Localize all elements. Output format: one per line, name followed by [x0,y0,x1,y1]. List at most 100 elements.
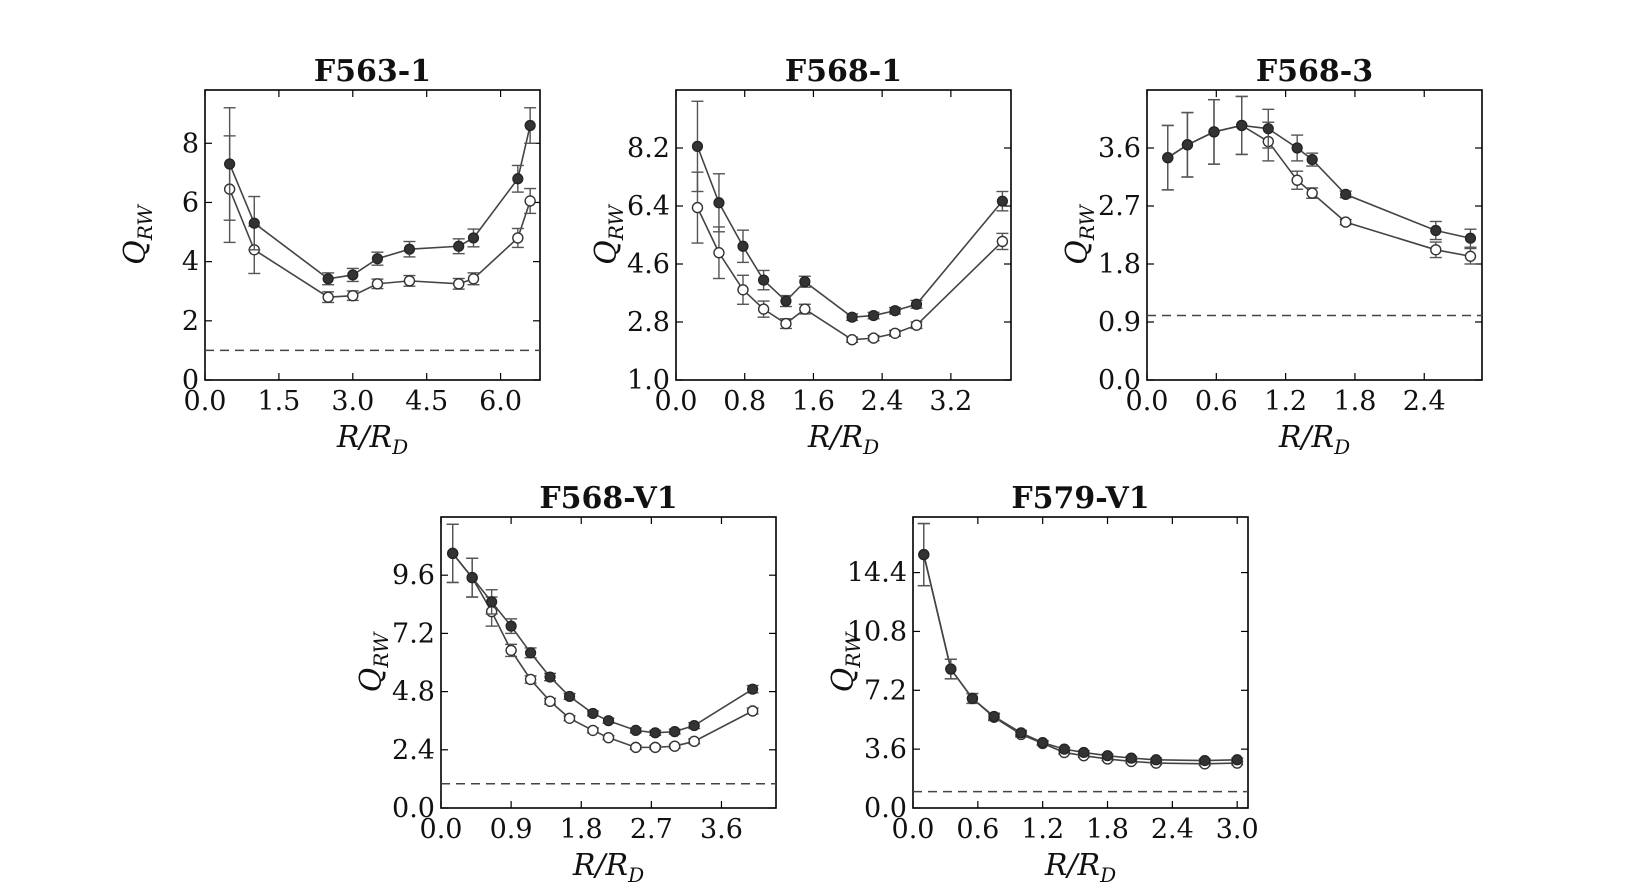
data-point [524,195,536,207]
series-open [1161,95,1477,265]
x-tick-label: 0.0 [655,386,698,417]
data-point [747,683,759,695]
data-point [1162,152,1174,164]
x-tick-label: 2.4 [1151,814,1194,845]
data-point [587,724,599,737]
panel-f568-1: F568-1 0.0 0.8 1.6 2.4 3.2 1.0 2.8 4.6 6.4 8.2 R/RD… [589,54,1012,459]
data-point [988,710,1000,723]
data-point [1464,232,1477,244]
data-point [945,663,957,675]
y-tick-label: 6.4 [627,191,670,222]
x-tick-label: 3.6 [700,814,743,845]
y-tick-label: 7.2 [392,618,435,649]
x-axis-label: R/RD [807,420,879,459]
data-point [1058,743,1070,755]
data-point [713,247,725,259]
y-tick-label: 9.6 [392,560,435,591]
data-point [1037,737,1049,749]
y-tick-label: 2.7 [1098,191,1141,222]
y-tick-label: 0.0 [1098,365,1141,396]
x-tick-label: 2.4 [861,386,904,417]
data-point [1125,752,1137,764]
data-point [1199,754,1211,767]
plot-frame [1146,89,1483,381]
x-tick-label: 1.8 [1086,814,1129,845]
data-point [467,273,480,285]
data-point [1340,188,1352,200]
x-tick-label: 0.0 [420,814,463,845]
data-point [563,712,576,724]
data-point [688,719,700,732]
series-line [228,125,531,280]
data-point [910,298,923,310]
y-tick-label: 4 [182,247,199,278]
series-filled [223,107,537,286]
data-point [347,289,359,302]
data-point [524,673,537,686]
series-filled [917,522,1244,767]
y-axis-label: QRW [826,631,865,692]
data-point [918,549,930,561]
data-point [1339,216,1352,228]
data-point [248,217,260,229]
panel-title: F579-V1 [1011,481,1149,516]
data-point [996,235,1009,248]
y-tick-label: 2.4 [392,735,435,766]
panel-title: F568-V1 [539,481,677,516]
data-point [910,319,923,331]
data-point [453,278,465,290]
data-point [602,715,615,727]
data-point [602,731,615,744]
plot-frame [440,516,777,809]
data-point [1430,224,1442,237]
x-tick-label: 0.6 [1195,386,1238,417]
data-point [512,173,524,185]
series-line [1167,124,1471,240]
x-tick-label: 3.0 [1216,814,1259,845]
series-open [223,135,537,304]
data-point [403,243,416,255]
data-point [512,232,524,244]
y-tick-label: 14.4 [847,558,907,589]
plot-frame [912,516,1249,809]
y-tick-label: 3.6 [864,734,907,765]
x-tick-label: 0.8 [723,386,766,417]
data-point [524,647,537,659]
y-tick-label: 2 [182,306,199,337]
data-point [224,158,236,170]
data-point [669,740,681,752]
data-point [691,201,704,214]
y-axis-label: QRW [589,204,628,265]
x-tick-label: 0.0 [1126,386,1169,417]
data-point [1236,119,1248,132]
y-tick-label: 4.6 [627,249,670,280]
data-point [322,273,334,285]
data-point [746,705,759,717]
data-point [1262,123,1274,135]
panel-title: F563-1 [314,54,431,89]
data-point [691,140,704,152]
x-tick-label: 1.6 [792,386,835,417]
y-axis-label: QRW [118,204,157,265]
data-point [799,303,811,315]
data-point [758,274,770,286]
data-point [737,240,749,252]
x-tick-label: 6.0 [479,386,522,417]
y-tick-label: 8.2 [627,133,670,164]
x-tick-label: 0.0 [184,386,227,417]
series-filled [446,523,759,739]
series-filled [1161,95,1477,248]
data-point [371,253,384,265]
data-point [453,240,465,252]
series-line [923,554,1238,765]
data-point [846,311,858,323]
y-tick-label: 3.6 [1098,133,1141,164]
data-point [737,284,749,296]
data-point [505,644,517,657]
series-filled [691,100,1009,323]
data-point [563,690,576,703]
data-point [347,269,359,281]
data-point [846,334,858,346]
series-line [1167,124,1471,258]
